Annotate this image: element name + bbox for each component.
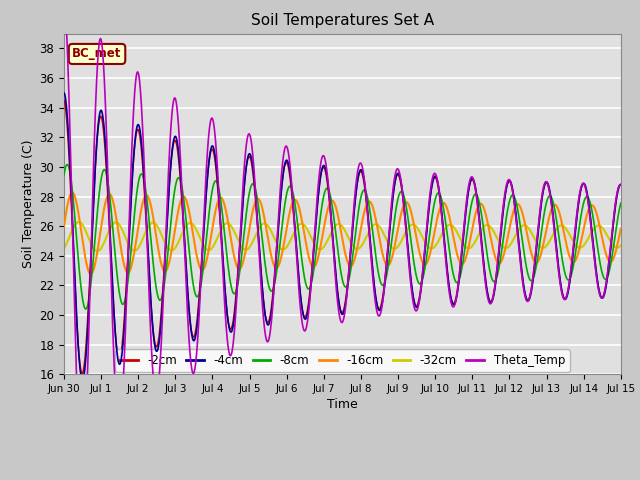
X-axis label: Time: Time [327, 398, 358, 411]
Title: Soil Temperatures Set A: Soil Temperatures Set A [251, 13, 434, 28]
Y-axis label: Soil Temperature (C): Soil Temperature (C) [22, 140, 35, 268]
Legend: -2cm, -4cm, -8cm, -16cm, -32cm, Theta_Temp: -2cm, -4cm, -8cm, -16cm, -32cm, Theta_Te… [115, 349, 570, 372]
Text: BC_met: BC_met [72, 48, 122, 60]
